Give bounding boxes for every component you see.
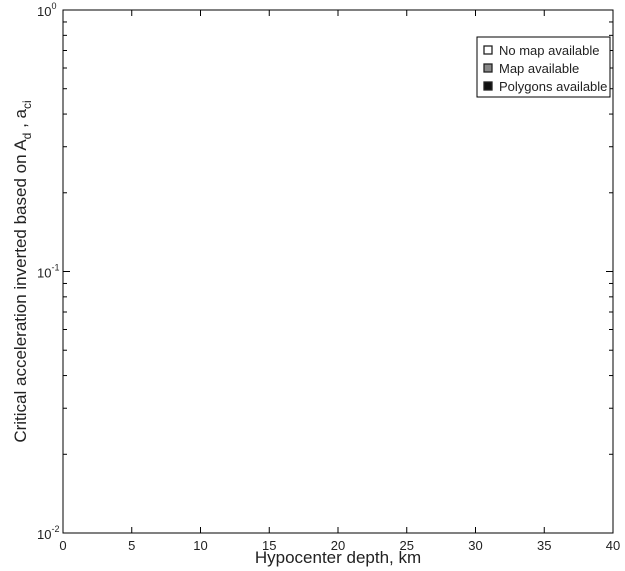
legend-box xyxy=(476,36,611,98)
y-tick-exponent: -1 xyxy=(51,263,59,273)
x-tick-label: 15 xyxy=(262,538,276,553)
x-tick-label: 20 xyxy=(331,538,345,553)
y-axis-title: Critical acceleration inverted based on … xyxy=(11,100,34,442)
x-axis-title: Hypocenter depth, km xyxy=(255,548,421,567)
x-tick-label: 35 xyxy=(537,538,551,553)
x-tick-label: 5 xyxy=(128,538,135,553)
x-tick-label: 0 xyxy=(59,538,66,553)
legend-marker xyxy=(483,81,493,91)
y-title-sub-ci: ci xyxy=(20,100,34,109)
y-tick-base: 10 xyxy=(37,527,51,542)
y-tick-exponent: -2 xyxy=(51,524,59,534)
y-title-sep: , a xyxy=(11,108,30,132)
y-tick-label: 10-1 xyxy=(37,263,59,281)
x-tick-label: 25 xyxy=(400,538,414,553)
legend: No map available Map available Polygons av… xyxy=(476,36,611,98)
y-tick-label: 100 xyxy=(37,1,56,19)
y-tick-base: 10 xyxy=(37,4,51,19)
legend-label: Map available xyxy=(499,61,579,76)
y-tick-label: 10-2 xyxy=(37,524,59,542)
y-title-sub-d: d xyxy=(20,133,34,140)
y-title-main: Critical acceleration inverted based on … xyxy=(11,139,30,443)
y-tick-base: 10 xyxy=(37,266,51,281)
x-tick-label: 30 xyxy=(468,538,482,553)
legend-label: No map available xyxy=(499,43,599,58)
y-tick-exponent: 0 xyxy=(51,1,56,11)
x-tick-label: 10 xyxy=(193,538,207,553)
legend-label: Polygons available xyxy=(499,79,607,94)
legend-marker xyxy=(483,63,493,73)
legend-marker xyxy=(483,45,493,55)
x-tick-label: 40 xyxy=(606,538,620,553)
